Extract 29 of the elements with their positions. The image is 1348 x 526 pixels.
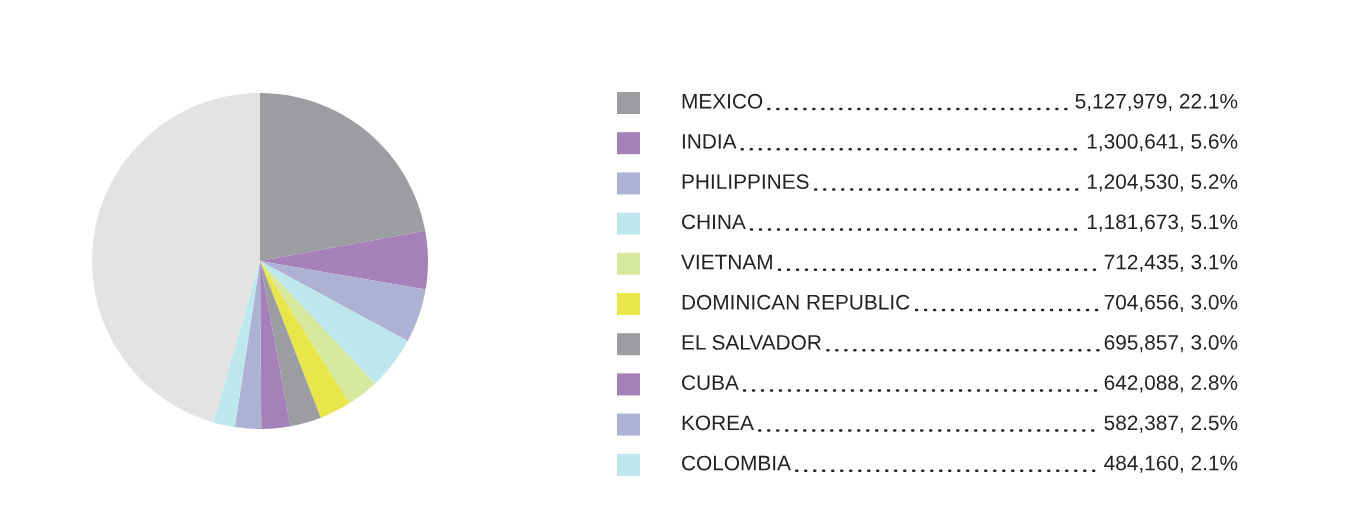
data-label: 712,435, 3.1%: [1104, 254, 1238, 272]
data-label: 5,127,979, 22.1%: [1075, 93, 1238, 112]
legend-label: CHINA: [682, 214, 746, 230]
legend-label: INDIA: [682, 134, 737, 149]
data-label: 1,181,673, 5.1%: [1087, 214, 1238, 232]
data-label: 695,857, 3.0%: [1104, 335, 1238, 353]
pie-slice: [260, 261, 375, 404]
data-label: 1,300,641, 5.6%: [1087, 134, 1238, 152]
legend-label: COLOMBIA: [682, 455, 791, 471]
data-label: 642,088, 2.8%: [1104, 375, 1238, 393]
pie-slice: [213, 261, 260, 428]
pie-slice: [92, 93, 260, 423]
pie-slice: [260, 261, 350, 418]
pie-slice: [260, 230, 428, 290]
legend-label: EL SALVADOR: [682, 335, 821, 350]
legend-label: MEXICO: [682, 93, 763, 109]
data-label: 484,160, 2.1%: [1104, 455, 1238, 473]
legend-label: CUBA: [682, 375, 739, 390]
legend-label: DOMINICAN REPUBLIC: [682, 294, 910, 310]
data-label: 1,204,530, 5.2%: [1087, 174, 1238, 192]
pie-slice: [260, 261, 291, 429]
pie-slice: [260, 261, 426, 342]
legend-label: VIETNAM: [681, 254, 772, 270]
pie-slice: [234, 261, 262, 429]
data-label: 704,656, 3.0%: [1104, 294, 1238, 313]
legend-label: PHILIPPINES: [682, 174, 809, 189]
data-label: 582,387, 2.5%: [1104, 415, 1238, 433]
legend-label: KOREA: [682, 415, 754, 431]
pie-slice: [260, 261, 408, 384]
